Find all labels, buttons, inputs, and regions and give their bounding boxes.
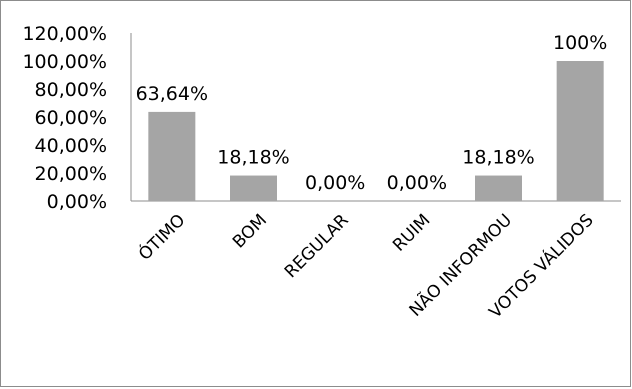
bars <box>148 61 604 201</box>
category-label: RUIM <box>389 210 434 255</box>
y-tick-label: 100,00% <box>22 51 107 73</box>
bar <box>475 175 522 201</box>
y-tick-label: 80,00% <box>35 79 107 101</box>
data-label: 18,18% <box>217 147 289 169</box>
bar <box>556 61 604 201</box>
category-label: BOM <box>229 210 271 252</box>
y-axis: 0,00% 20,00% 40,00% 60,00% 80,00% 100,00% 120,… <box>22 23 621 213</box>
category-label: REGULAR <box>281 210 353 282</box>
data-label: 63,64% <box>136 83 208 105</box>
data-label: 18,18% <box>462 147 534 169</box>
data-label: 0,00% <box>387 172 447 194</box>
data-label: 100% <box>553 32 607 54</box>
data-label: 0,00% <box>305 172 365 194</box>
y-tick-label: 120,00% <box>22 23 107 45</box>
data-labels: 63,64% 18,18% 0,00% 0,00% 18,18% 100% <box>136 32 608 194</box>
y-tick-label: 60,00% <box>35 107 107 129</box>
bar <box>230 175 277 201</box>
y-tick-label: 0,00% <box>47 191 107 213</box>
category-label: ÓTIMO <box>134 209 190 265</box>
y-tick-label: 20,00% <box>35 163 107 185</box>
y-tick-label: 40,00% <box>35 135 107 157</box>
bar <box>148 111 196 201</box>
